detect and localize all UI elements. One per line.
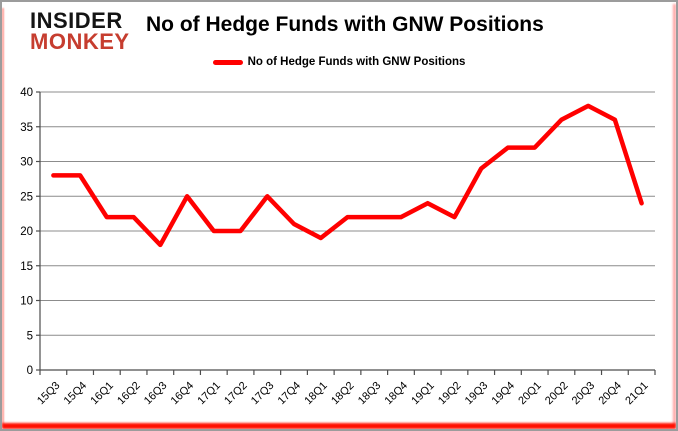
y-tick-label: 40	[20, 87, 33, 99]
y-tick-label: 0	[27, 365, 33, 377]
logo-line-insider: INSIDER	[30, 8, 123, 33]
x-tick-label: 16Q4	[169, 380, 197, 408]
y-tick-label: 25	[20, 191, 33, 203]
x-tick-label: 18Q4	[383, 380, 411, 408]
x-tick-label: 19Q2	[436, 380, 464, 408]
x-tick-label: 16Q2	[115, 380, 143, 408]
y-tick-label: 15	[20, 261, 33, 273]
chart-legend: No of Hedge Funds with GNW Positions	[2, 56, 676, 68]
series-line	[51, 103, 644, 248]
red-glow-bottom-border	[2, 423, 676, 429]
x-tick-label: 16Q3	[142, 380, 170, 408]
x-tick-label: 18Q3	[356, 380, 384, 408]
x-tick-label: 17Q1	[195, 380, 223, 408]
x-tick-label: 15Q3	[35, 380, 63, 408]
x-tick-label: 19Q3	[463, 380, 491, 408]
chart-title: No of Hedge Funds with GNW Positions	[146, 13, 544, 36]
y-tick-label: 35	[20, 122, 33, 134]
x-tick-label: 20Q3	[570, 380, 598, 408]
x-tick-label: 20Q4	[596, 380, 624, 408]
red-glow-right-border	[673, 4, 676, 427]
x-tick-label: 18Q1	[302, 380, 330, 408]
y-tick-label: 10	[20, 296, 33, 308]
x-tick-label: 17Q3	[249, 380, 277, 408]
x-tick-label: 19Q1	[409, 380, 437, 408]
x-tick-label: 15Q4	[62, 380, 90, 408]
logo-line-monkey: MONKEY	[30, 28, 130, 54]
x-tick-label: 18Q2	[329, 380, 357, 408]
x-tick-label: 20Q2	[543, 380, 571, 408]
insider-monkey-logo: INSIDER MONKEY	[30, 8, 130, 54]
x-tick-label: 20Q1	[516, 380, 544, 408]
x-tick-label: 21Q1	[623, 380, 651, 408]
y-tick-label: 30	[20, 157, 33, 169]
x-tick-label: 16Q1	[88, 380, 116, 408]
x-tick-label: 19Q4	[490, 380, 518, 408]
red-glow-left-border	[2, 8, 4, 427]
y-tick-label: 20	[20, 226, 33, 238]
y-tick-label: 5	[27, 330, 33, 342]
x-tick-label: 17Q2	[222, 380, 250, 408]
x-tick-label: 17Q4	[276, 380, 304, 408]
legend-label: No of Hedge Funds with GNW Positions	[247, 56, 466, 68]
legend-line-marker	[212, 59, 243, 65]
